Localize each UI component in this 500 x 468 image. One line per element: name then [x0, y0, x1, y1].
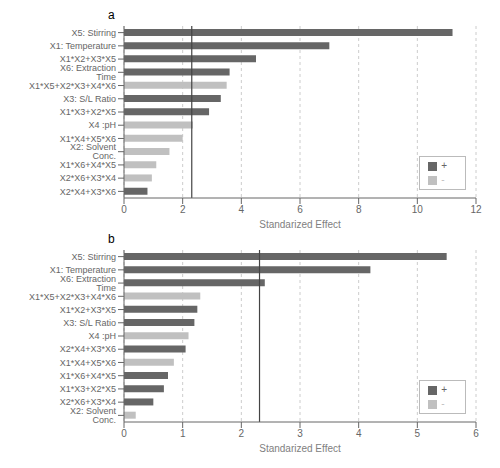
svg-text:4: 4 [356, 428, 362, 439]
svg-text:X2*X6+X3*X4: X2*X6+X3*X4 [59, 397, 116, 408]
svg-text:X4 :pH: X4 :pH [88, 331, 116, 341]
svg-text:X2*X6+X3*X4: X2*X6+X3*X4 [60, 173, 116, 183]
svg-text:Standarized Effect: Standarized Effect [259, 443, 341, 454]
svg-text:X1*X6+X4*X5: X1*X6+X4*X5 [60, 371, 116, 381]
svg-text:X1*X2+X3*X5: X1*X2+X3*X5 [59, 54, 116, 65]
svg-text:X1*X4+X5*X6: X1*X4+X5*X6 [60, 358, 116, 368]
svg-text:6: 6 [473, 428, 479, 439]
svg-text:X1*X5+X2*X3+X4*X6: X1*X5+X2*X3+X4*X6 [29, 292, 116, 302]
svg-text:X1*X3+X2*X5: X1*X3+X2*X5 [60, 107, 116, 117]
svg-text:X1*X5+X2*X3+X4*X6: X1*X5+X2*X3+X4*X6 [29, 81, 116, 91]
svg-text:X6: ExtractionTime: X6: ExtractionTime [60, 63, 116, 82]
svg-text:2: 2 [239, 428, 245, 439]
svg-text:X1*X6+X4*X5: X1*X6+X4*X5 [60, 160, 116, 170]
svg-text:1: 1 [180, 428, 186, 439]
svg-text:X2: SolventConc.: X2: SolventConc. [70, 406, 117, 425]
svg-text:8: 8 [356, 204, 362, 215]
svg-text:X2: SolventConc.: X2: SolventConc. [70, 142, 117, 161]
svg-text:X1*X2+X3*X5: X1*X2+X3*X5 [60, 305, 116, 315]
svg-text:X1: Temperature: X1: Temperature [50, 41, 116, 51]
svg-text:6: 6 [297, 204, 303, 215]
svg-text:X2*X4+X3*X6: X2*X4+X3*X6 [60, 344, 116, 354]
svg-text:X1*X4+X5*X6: X1*X4+X5*X6 [59, 133, 116, 144]
svg-text:X1*X3+X2*X5: X1*X3+X2*X5 [60, 384, 116, 394]
svg-text:X6: ExtractionTime: X6: ExtractionTime [60, 274, 116, 293]
svg-text:X4 :pH: X4 :pH [88, 120, 116, 130]
svg-text:X5: Stirring: X5: Stirring [71, 252, 116, 262]
svg-text:X1: Temperature: X1: Temperature [49, 265, 116, 275]
svg-text:5: 5 [415, 428, 421, 439]
svg-text:X5: Stirring: X5: Stirring [71, 28, 116, 38]
html-text:b: b [108, 232, 115, 246]
svg-text:X2*X4+X3*X6: X2*X4+X3*X6 [60, 187, 116, 197]
html-text:a: a [108, 8, 115, 22]
svg-text:3: 3 [297, 428, 303, 439]
svg-text:Standarized Effect: Standarized Effect [259, 219, 341, 230]
svg-text:0: 0 [121, 428, 127, 439]
svg-text:X3: S/L Ratio: X3: S/L Ratio [63, 318, 116, 328]
svg-text:12: 12 [470, 204, 482, 215]
svg-text:X3: S/L Ratio: X3: S/L Ratio [63, 94, 116, 104]
svg-text:10: 10 [412, 204, 424, 215]
svg-text:4: 4 [239, 204, 245, 215]
svg-text:0: 0 [121, 204, 127, 215]
svg-text:2: 2 [180, 204, 186, 215]
